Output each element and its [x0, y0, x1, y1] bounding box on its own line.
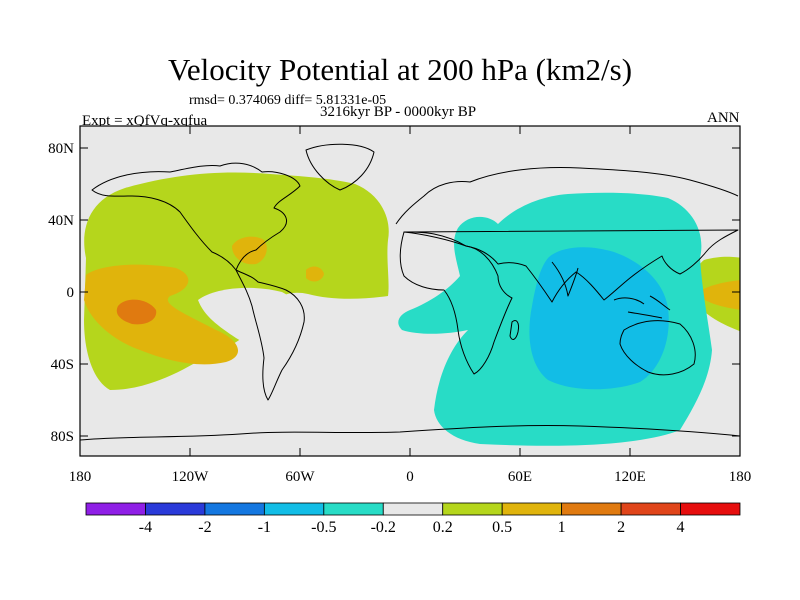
lon-tick-label: 120E [614, 469, 646, 485]
colorbar-swatch [442, 502, 503, 516]
lat-tick-label: 40S [51, 357, 74, 373]
colorbar-swatch [323, 502, 384, 516]
colorbar-swatch [620, 502, 681, 516]
lat-tick-group: 80N 40N 0 40S 80S [48, 141, 740, 445]
colorbar-label: -4 [139, 519, 152, 536]
colorbar-swatch [263, 502, 325, 516]
lon-tick-label: 60E [508, 469, 532, 485]
lat-tick-label: 40N [48, 213, 74, 229]
colorbar-label: 1 [558, 519, 566, 536]
period-label: 3216kyr BP - 0000kyr BP [320, 104, 477, 120]
lon-tick-label: 0 [406, 469, 414, 485]
positive-strong-core [116, 299, 157, 325]
coastlines [80, 143, 740, 441]
colorbar-label: 2 [617, 519, 625, 536]
lat-tick-label: 0 [67, 285, 75, 301]
colorbar-label: 0.2 [433, 519, 453, 536]
colorbar-swatch [204, 502, 265, 516]
lon-tick-label: 180 [69, 469, 92, 485]
lon-tick-label: 60W [285, 469, 315, 485]
colorbar-label: -0.2 [371, 519, 396, 536]
positive-mid-region-pacific [84, 264, 239, 365]
colorbar-label: 4 [677, 519, 685, 536]
page-title: Velocity Potential at 200 hPa (km2/s) [167, 52, 633, 87]
experiment-label: Expt = xQfVq-xqfua [82, 113, 208, 129]
colorbar-swatch [680, 502, 741, 516]
lon-tick-group: 180 120W 60W 0 60E 120E 180 [69, 126, 752, 485]
lon-tick-label: 180 [729, 469, 752, 485]
colorbar-label: -0.5 [311, 519, 336, 536]
colorbar: -4 -2 -1 -0.5 -0.2 0.2 0.5 1 2 4 [85, 502, 741, 536]
colorbar-label: -1 [258, 519, 271, 536]
colorbar-swatch [561, 502, 622, 516]
positive-mid-region-amazon [306, 266, 324, 282]
background-hole-pacific [198, 287, 300, 348]
positive-mid-region-west-pacific [702, 280, 740, 310]
positive-mid-region-caribbean [232, 236, 267, 265]
colorbar-swatch [145, 502, 206, 516]
colorbar-label: -2 [198, 519, 211, 536]
colorbar-label: 0.5 [492, 519, 512, 536]
colorbar-swatch [85, 502, 146, 516]
lat-tick-label: 80N [48, 141, 74, 157]
stats-subtitle: rmsd= 0.374069 diff= 5.81331e-05 [189, 93, 387, 108]
colorbar-swatch [501, 502, 563, 516]
lon-tick-label: 120W [172, 469, 210, 485]
colorbar-swatch [382, 502, 444, 516]
season-label: ANN [707, 110, 740, 126]
lat-tick-label: 80S [51, 429, 74, 445]
